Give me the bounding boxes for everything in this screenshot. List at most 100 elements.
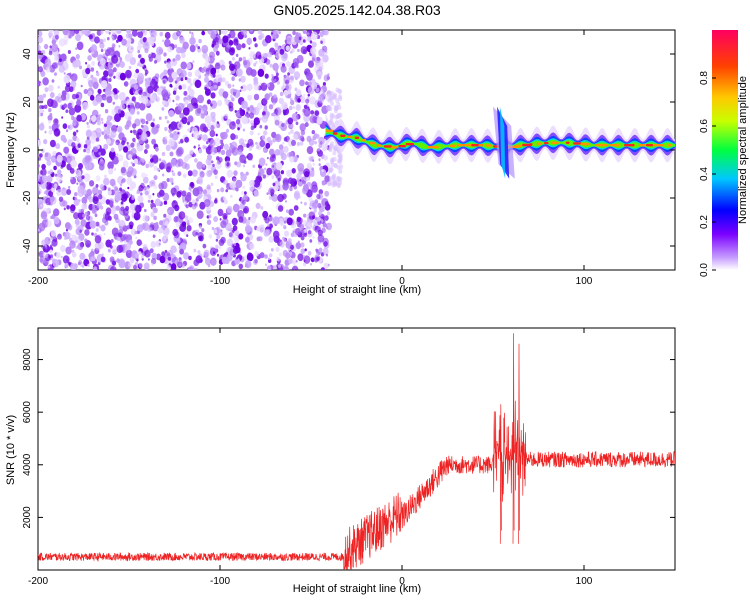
noise-speck: [257, 68, 265, 77]
noise-speck: [255, 61, 258, 64]
noise-speck: [263, 148, 266, 152]
noise-speck: [90, 256, 95, 262]
noise-speck: [145, 163, 149, 169]
noise-speck: [38, 174, 44, 183]
noise-speck: [214, 175, 218, 180]
noise-speck: [274, 78, 277, 82]
noise-speck: [65, 222, 71, 230]
noise-speck: [150, 158, 154, 163]
noise-speck: [299, 123, 306, 132]
noise-speck: [189, 149, 194, 155]
noise-speck: [49, 45, 52, 49]
noise-speck: [222, 91, 229, 99]
noise-speck: [337, 105, 342, 110]
noise-speck: [61, 90, 67, 97]
noise-speck: [263, 217, 266, 221]
noise-speck: [220, 132, 226, 139]
noise-speck: [54, 55, 59, 62]
noise-speck: [250, 125, 255, 131]
noise-speck: [120, 193, 128, 202]
noise-speck: [126, 225, 130, 230]
noise-speck: [151, 258, 157, 265]
noise-speck: [85, 214, 91, 221]
colorbar: 0.0 0.2 0.4 0.6 0.8 Normalized spectral ampl…: [699, 30, 749, 277]
noise-speck: [241, 116, 249, 125]
noise-speck: [263, 229, 270, 237]
colorbar-label: Normalized spectral amplitude: [737, 76, 749, 224]
noise-speck: [296, 142, 300, 147]
noise-speck: [286, 169, 293, 177]
noise-speck: [106, 115, 112, 122]
noise-speck: [68, 124, 73, 131]
noise-speck: [43, 191, 47, 195]
noise-speck: [289, 75, 294, 81]
noise-speck: [205, 71, 210, 77]
noise-speck: [71, 60, 79, 69]
noise-speck: [225, 189, 228, 193]
noise-speck: [166, 61, 173, 70]
noise-speck: [141, 96, 149, 105]
noise-speck: [185, 204, 189, 209]
signal-peak: [675, 144, 683, 146]
noise-speck: [238, 198, 242, 202]
noise-speck: [105, 239, 112, 248]
noise-speck: [106, 211, 110, 216]
noise-speck: [334, 114, 339, 120]
noise-speck: [251, 122, 254, 127]
noise-speck: [296, 54, 304, 64]
noise-speck: [308, 196, 313, 203]
noise-speck: [70, 263, 77, 270]
noise-speck: [232, 56, 235, 60]
noise-speck: [236, 68, 243, 77]
noise-speck: [315, 229, 318, 233]
noise-speck: [194, 158, 198, 163]
noise-speck: [249, 243, 255, 250]
noise-speck: [111, 109, 117, 116]
noise-speck: [57, 96, 62, 103]
noise-speck: [313, 133, 318, 139]
noise-speck: [149, 248, 154, 254]
noise-speck: [97, 261, 101, 266]
noise-speck: [99, 163, 105, 171]
noise-speck: [272, 137, 277, 143]
noise-speck: [291, 265, 299, 270]
noise-speck: [48, 119, 52, 124]
noise-speck: [127, 249, 131, 253]
noise-speck: [47, 265, 51, 269]
noise-speck: [171, 182, 174, 185]
noise-speck: [156, 168, 160, 171]
noise-speck: [318, 136, 325, 146]
noise-speck: [277, 205, 284, 212]
noise-speck: [85, 148, 91, 154]
noise-speck: [164, 31, 171, 40]
noise-speck: [319, 31, 324, 38]
noise-speck: [309, 40, 313, 44]
noise-speck: [132, 123, 137, 129]
noise-speck: [318, 247, 323, 253]
noise-speck: [219, 139, 224, 144]
noise-speck: [296, 172, 302, 180]
noise-speck: [74, 218, 80, 225]
noise-speck: [249, 51, 256, 60]
noise-speck: [244, 224, 252, 233]
noise-speck: [172, 228, 179, 237]
noise-speck: [38, 157, 41, 161]
noise-speck: [95, 95, 103, 104]
noise-speck: [235, 246, 241, 254]
noise-speck: [130, 181, 136, 189]
noise-speck: [199, 225, 202, 229]
noise-speck: [177, 171, 182, 177]
noise-speck: [68, 186, 71, 189]
noise-speck: [112, 138, 115, 142]
noise-speck: [258, 168, 265, 177]
noise-speck: [316, 216, 321, 222]
noise-speck: [229, 63, 235, 71]
noise-speck: [48, 125, 52, 130]
noise-speck: [290, 99, 295, 106]
noise-speck: [98, 225, 102, 229]
noise-speck: [71, 93, 77, 100]
noise-speck: [297, 180, 304, 187]
noise-speck: [303, 232, 308, 238]
noise-speck: [317, 202, 322, 209]
noise-speck: [96, 72, 100, 77]
